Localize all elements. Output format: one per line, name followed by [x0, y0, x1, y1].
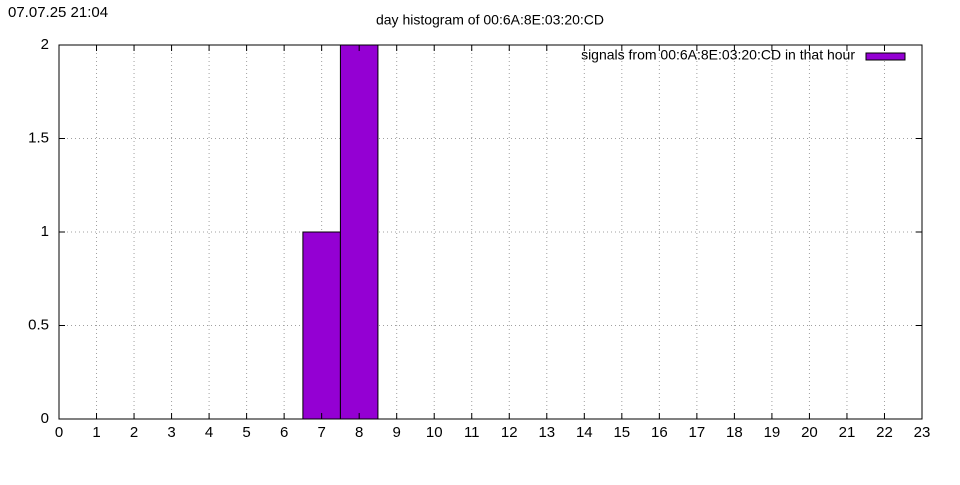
x-tick-label: 20 [801, 424, 818, 441]
x-tick-label: 6 [280, 424, 288, 441]
bar [302, 231, 341, 419]
x-tick-label: 4 [205, 424, 213, 441]
x-tick-label: 17 [689, 424, 706, 441]
y-tick-label: 1 [41, 223, 49, 240]
legend-label: signals from 00:6A:8E:03:20:CD in that h… [581, 47, 855, 63]
x-tick-label: 14 [576, 424, 593, 441]
x-tick-label: 13 [538, 424, 555, 441]
x-tick-label: 18 [726, 424, 743, 441]
labels: 00.511.520 1 2 3 4 5 6 7 8 9 10 11 12 13 14 15 16 17 18 19 2… [28, 36, 930, 441]
y-tick-label: 0 [41, 410, 49, 427]
bar [339, 45, 379, 419]
x-tick-label: 15 [613, 424, 630, 441]
legend-swatch [865, 52, 906, 61]
x-tick-label: 9 [393, 424, 401, 441]
chart-title: day histogram of 00:6A:8E:03:20:CD [376, 12, 604, 28]
plot-border [58, 44, 923, 420]
x-tick-label: 8 [355, 424, 363, 441]
grid [58, 44, 923, 420]
x-tick-label: 16 [651, 424, 668, 441]
x-tick-label: 0 [55, 424, 63, 441]
bars [302, 45, 379, 419]
x-tick-label: 1 [92, 424, 100, 441]
x-tick-label: 3 [167, 424, 175, 441]
x-tick-label: 23 [914, 424, 931, 441]
timestamp: 07.07.25 21:04 [8, 4, 108, 21]
x-tick-label: 5 [242, 424, 250, 441]
x-tick-label: 7 [317, 424, 325, 441]
x-tick-label: 11 [464, 424, 480, 441]
x-tick-label: 10 [426, 424, 443, 441]
y-tick-label: 1.5 [28, 129, 49, 146]
x-tick-label: 21 [839, 424, 856, 441]
x-tick-label: 19 [764, 424, 781, 441]
y-tick-label: 0.5 [28, 316, 49, 333]
y-tick-label: 2 [41, 36, 49, 53]
x-tick-label: 12 [501, 424, 518, 441]
x-tick-label: 2 [130, 424, 138, 441]
x-tick-label: 22 [876, 424, 893, 441]
